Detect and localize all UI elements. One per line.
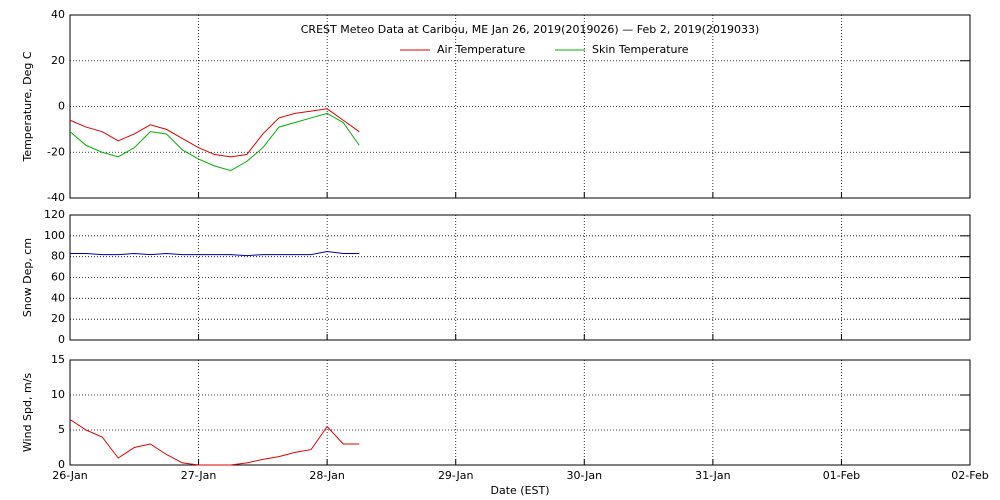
data-line — [69, 108, 360, 158]
x-tick-label: 28-Jan — [309, 469, 345, 482]
x-tick-label: 30-Jan — [567, 469, 603, 482]
y-tick-label: -40 — [47, 191, 65, 204]
plot-frame — [69, 214, 971, 341]
x-tick-label: 29-Jan — [438, 469, 474, 482]
plot-frame — [69, 359, 971, 466]
y-tick-label: 20 — [51, 312, 65, 325]
y-tick-label: 0 — [58, 100, 65, 113]
y-tick-label: 100 — [44, 229, 65, 242]
legend-label: Skin Temperature — [592, 43, 689, 56]
chart-title: CREST Meteo Data at Caribou, ME Jan 26, … — [301, 23, 760, 36]
x-axis-label: Date (EST) — [490, 484, 549, 497]
y-tick-label: 80 — [51, 250, 65, 263]
y-axis-label: Temperature, Deg C — [21, 51, 34, 162]
data-line — [70, 250, 360, 257]
x-tick-label: 31-Jan — [695, 469, 731, 482]
data-line — [69, 112, 360, 172]
y-tick-label: -20 — [47, 145, 65, 158]
y-tick-label: 120 — [44, 208, 65, 221]
x-tick-label: 26-Jan — [52, 469, 88, 482]
y-tick-label: 15 — [51, 353, 65, 366]
data-line — [69, 419, 360, 466]
y-axis-label: Wind Spd, m/s — [21, 373, 34, 453]
y-axis-label: Snow Dep, cm — [21, 238, 34, 317]
x-tick-label: 27-Jan — [181, 469, 217, 482]
y-tick-label: 10 — [51, 388, 65, 401]
y-tick-label: 0 — [58, 458, 65, 471]
y-tick-label: 40 — [51, 291, 65, 304]
x-tick-label: 02-Feb — [951, 469, 988, 482]
y-tick-label: 5 — [58, 423, 65, 436]
y-tick-label: 60 — [51, 271, 65, 284]
y-tick-label: 20 — [51, 54, 65, 67]
x-tick-label: 01-Feb — [823, 469, 860, 482]
y-tick-label: 40 — [51, 8, 65, 21]
plot-frame — [69, 14, 971, 199]
y-tick-label: 0 — [58, 333, 65, 346]
legend-label: Air Temperature — [437, 43, 526, 56]
